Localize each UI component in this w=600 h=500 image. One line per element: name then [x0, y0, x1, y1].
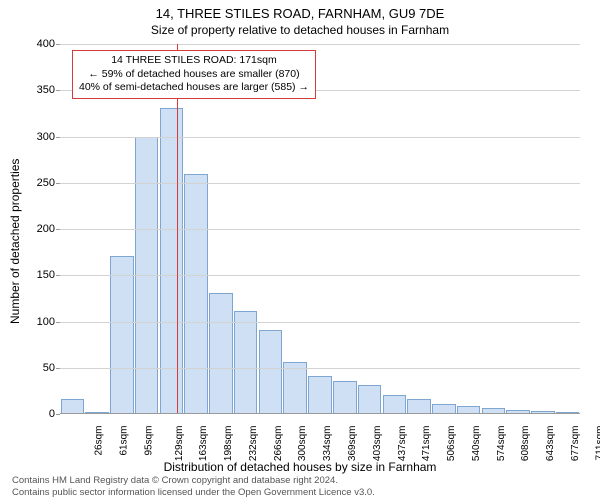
page-subtitle: Size of property relative to detached ho… [0, 21, 600, 37]
x-tick-label: 574sqm [496, 426, 507, 462]
bar [457, 406, 481, 413]
x-tick-label: 129sqm [174, 426, 185, 462]
bar [184, 174, 208, 413]
chart-container: 14, THREE STILES ROAD, FARNHAM, GU9 7DE … [0, 0, 600, 500]
grid-line [60, 183, 580, 184]
annotation-line-2: ← 59% of detached houses are smaller (87… [79, 68, 309, 82]
bar [61, 399, 85, 413]
grid-line [60, 44, 580, 45]
x-tick-label: 677sqm [570, 426, 581, 462]
x-tick-label: 61sqm [119, 426, 130, 456]
bar [432, 404, 456, 413]
y-tick-label: 100 [15, 316, 55, 328]
bar [234, 311, 258, 413]
x-tick-label: 403sqm [372, 426, 383, 462]
x-tick-label: 95sqm [143, 426, 154, 456]
x-tick-label: 334sqm [322, 426, 333, 462]
reference-line [177, 44, 178, 413]
y-tick-label: 300 [15, 131, 55, 143]
annotation-box: 14 THREE STILES ROAD: 171sqm ← 59% of de… [72, 50, 316, 99]
x-axis-title: Distribution of detached houses by size … [0, 460, 600, 474]
bar [333, 381, 357, 413]
footer-line-1: Contains HM Land Registry data © Crown c… [12, 475, 375, 486]
x-tick-label: 711sqm [594, 426, 600, 461]
bar [308, 376, 332, 413]
page-title: 14, THREE STILES ROAD, FARNHAM, GU9 7DE [0, 0, 600, 21]
annotation-line-1: 14 THREE STILES ROAD: 171sqm [79, 54, 309, 68]
grid-line [60, 322, 580, 323]
x-tick-label: 369sqm [347, 426, 358, 462]
x-tick-label: 540sqm [471, 426, 482, 462]
grid-line [60, 137, 580, 138]
x-tick-label: 471sqm [421, 426, 432, 462]
bar [506, 410, 530, 413]
bar [556, 412, 580, 413]
y-tick-label: 250 [15, 177, 55, 189]
y-tick-label: 0 [15, 408, 55, 420]
y-tick-label: 50 [15, 362, 55, 374]
plot-area [60, 44, 580, 414]
grid-line [60, 368, 580, 369]
bar [85, 412, 109, 413]
bar [531, 411, 555, 413]
y-tick-mark [56, 414, 60, 415]
x-tick-label: 506sqm [446, 426, 457, 462]
y-tick-mark [56, 275, 60, 276]
annotation-line-3: 40% of semi-detached houses are larger (… [79, 81, 309, 95]
x-tick-label: 26sqm [94, 426, 105, 456]
bar [209, 293, 233, 413]
bar [383, 395, 407, 414]
bar [259, 330, 283, 413]
bar [110, 256, 134, 413]
footer: Contains HM Land Registry data © Crown c… [12, 475, 375, 498]
x-tick-label: 643sqm [545, 426, 556, 462]
y-tick-label: 400 [15, 38, 55, 50]
x-tick-label: 163sqm [199, 426, 210, 462]
y-tick-mark [56, 137, 60, 138]
y-tick-mark [56, 90, 60, 91]
bar [407, 399, 431, 413]
x-tick-label: 437sqm [397, 426, 408, 462]
x-tick-label: 266sqm [273, 426, 284, 462]
y-tick-label: 150 [15, 269, 55, 281]
y-tick-label: 200 [15, 223, 55, 235]
x-tick-label: 300sqm [298, 426, 309, 462]
y-tick-label: 350 [15, 84, 55, 96]
grid-line [60, 229, 580, 230]
x-tick-label: 232sqm [248, 426, 259, 462]
y-tick-mark [56, 229, 60, 230]
y-tick-mark [56, 368, 60, 369]
bar [358, 385, 382, 413]
y-tick-mark [56, 44, 60, 45]
y-tick-mark [56, 183, 60, 184]
x-tick-label: 608sqm [520, 426, 531, 462]
bar [283, 362, 307, 413]
footer-line-2: Contains public sector information licen… [12, 487, 375, 498]
grid-line [60, 275, 580, 276]
y-tick-mark [56, 322, 60, 323]
x-tick-label: 198sqm [223, 426, 234, 462]
bar [482, 408, 506, 413]
